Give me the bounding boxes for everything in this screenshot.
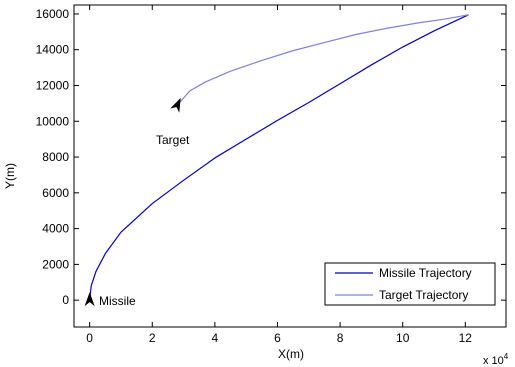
markers xyxy=(84,97,181,307)
x-tick-label: 4 xyxy=(212,331,219,345)
legend-label-missile: Missile Trajectory xyxy=(379,266,472,280)
annotation-missile: Missile xyxy=(99,294,136,308)
annotation-target: Target xyxy=(156,133,190,147)
y-tick-label: 6000 xyxy=(42,186,69,200)
x-axis-label: X(m) xyxy=(278,347,304,361)
series-layer xyxy=(89,14,469,301)
x-tick-label: 8 xyxy=(337,331,344,345)
legend-box xyxy=(324,262,496,306)
y-tick-label: 12000 xyxy=(36,79,70,93)
missile-marker-icon xyxy=(84,292,95,307)
x-tick-label: 2 xyxy=(149,331,156,345)
x-scale-exponent: 4 xyxy=(504,352,509,361)
x-tick-label: 6 xyxy=(274,331,281,345)
y-tick-label: 16000 xyxy=(36,7,70,21)
legend: Missile Trajectory Target Trajectory xyxy=(324,262,496,306)
target-marker-icon xyxy=(170,97,181,113)
y-axis-label: Y(m) xyxy=(3,163,17,189)
x-scale-base: x 10 xyxy=(483,355,504,367)
x-tick-label: 12 xyxy=(459,331,473,345)
x-tick-label: 10 xyxy=(396,331,410,345)
x-tick-label: 0 xyxy=(86,331,93,345)
y-tick-label: 10000 xyxy=(36,114,70,128)
legend-label-target: Target Trajectory xyxy=(379,288,468,302)
y-tick-label: 0 xyxy=(62,293,69,307)
x-scale-label: x 104 xyxy=(483,352,509,367)
y-tick-label: 4000 xyxy=(42,222,69,236)
series-line-missile xyxy=(89,14,469,301)
axis-ticks: 0 2 4 6 8 10 12 0 2000 4000 6000 8000 10000 12000 1400… xyxy=(36,5,506,345)
y-tick-label: 14000 xyxy=(36,43,70,57)
series-line-target xyxy=(176,14,469,106)
y-tick-label: 2000 xyxy=(42,257,69,271)
y-tick-label: 8000 xyxy=(42,150,69,164)
